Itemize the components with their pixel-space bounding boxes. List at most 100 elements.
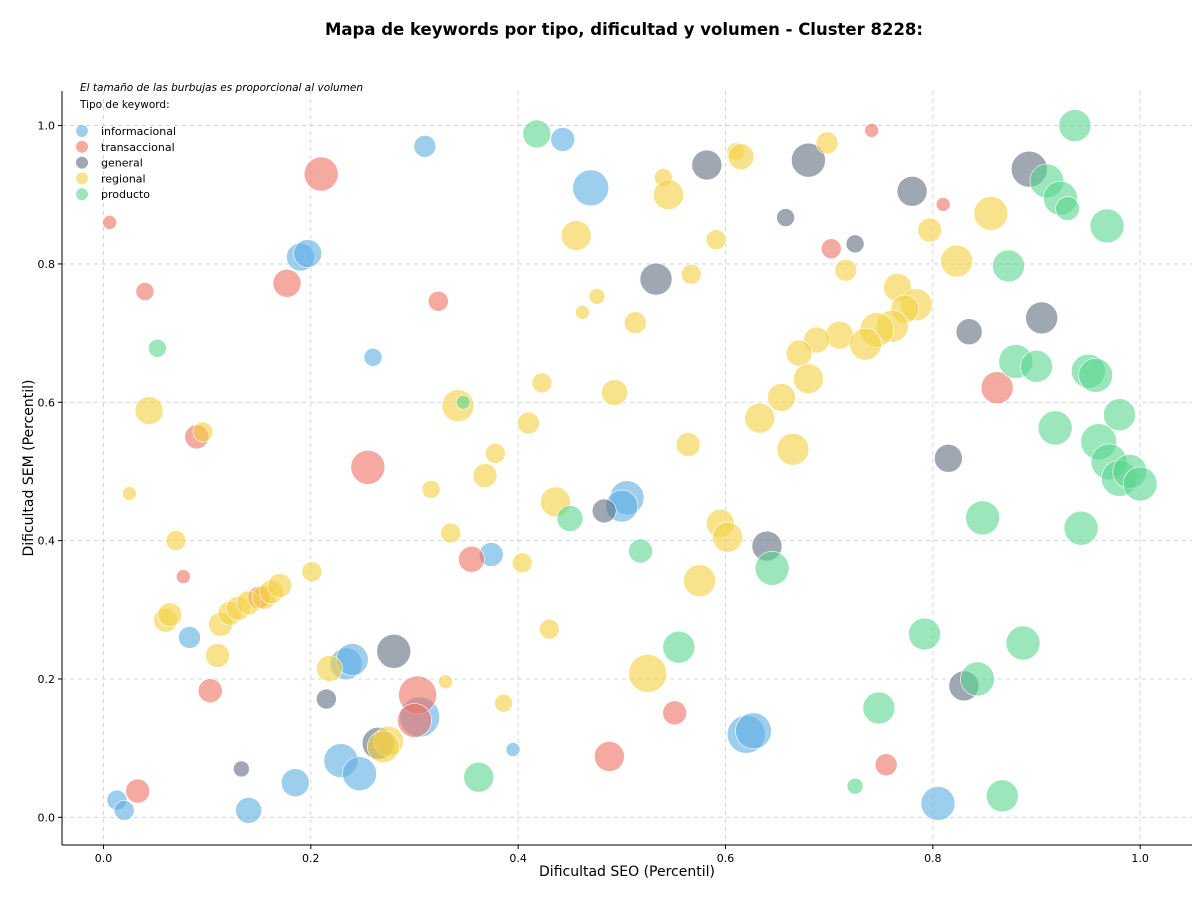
bubble-transaccional — [980, 371, 1014, 405]
bubble-transaccional — [662, 700, 687, 726]
bubble-producto — [1005, 625, 1041, 661]
bubble-general — [934, 444, 963, 473]
bubble-informacional — [342, 756, 377, 792]
x-ticks: 0.0 0.2 0.4 0.6 0.8 1.0 — [95, 845, 1149, 865]
bubble-transaccional — [135, 282, 155, 301]
legend-label: general — [101, 157, 143, 170]
bubble-general — [591, 498, 617, 524]
bubble-informacional — [413, 135, 437, 158]
bubble-regional — [588, 288, 606, 305]
bubble-producto — [148, 339, 167, 358]
bubble-informacional — [178, 626, 201, 649]
bubble-regional — [485, 443, 506, 464]
bubble-regional — [628, 654, 668, 693]
bubble-producto — [522, 119, 552, 149]
bubble-regional — [727, 143, 755, 171]
bubble-general — [316, 688, 337, 710]
bubble-general — [639, 262, 673, 296]
bubble-producto — [1058, 109, 1092, 142]
series-producto — [148, 109, 1158, 813]
legend-title: Tipo de keyword: — [79, 99, 170, 111]
y-tick-label: 0.0 — [38, 811, 56, 824]
bubble-regional — [849, 327, 882, 361]
bubble-transaccional — [874, 753, 898, 777]
legend-marker — [76, 140, 88, 153]
bubble-producto — [1055, 196, 1080, 221]
bubble-informacional — [920, 786, 956, 821]
bubble-producto — [754, 551, 790, 586]
bubble-producto — [862, 691, 896, 725]
bubble-producto — [1122, 466, 1158, 502]
y-tick-label: 0.2 — [38, 673, 56, 686]
bubble-transaccional — [125, 778, 150, 804]
bubble-general — [955, 318, 983, 346]
bubble-regional — [793, 363, 824, 395]
legend-marker — [76, 188, 88, 201]
legend: informacional transaccional general regiona… — [76, 125, 176, 201]
bubble-producto — [846, 777, 864, 795]
bubble-regional — [917, 217, 943, 243]
bubble-general — [691, 149, 723, 181]
bubble-transaccional — [102, 215, 117, 230]
y-tick-label: 0.8 — [38, 258, 56, 271]
bubble-regional — [440, 522, 462, 544]
bubble-regional — [205, 643, 230, 668]
legend-label: regional — [101, 172, 146, 185]
x-tick-label: 0.2 — [302, 852, 320, 865]
axes — [61, 91, 1192, 846]
bubble-producto — [985, 779, 1019, 813]
bubble-regional — [601, 379, 628, 406]
x-tick-label: 1.0 — [1131, 852, 1149, 865]
bubble-producto — [960, 661, 995, 697]
bubble-informacional — [363, 348, 383, 367]
bubble-producto — [1078, 358, 1113, 393]
bubble-regional — [940, 244, 973, 278]
bubble-regional — [192, 421, 214, 443]
series-informacional — [106, 127, 956, 824]
bubble-transaccional — [197, 678, 223, 704]
bubble-regional — [675, 432, 701, 457]
bubble-regional — [834, 258, 858, 282]
bubble-transaccional — [935, 197, 951, 212]
bubble-regional — [438, 674, 453, 690]
bubble-transaccional — [175, 569, 191, 584]
y-tick-label: 1.0 — [38, 120, 56, 133]
bubble-producto — [908, 617, 941, 651]
bubble-transaccional — [594, 741, 625, 772]
bubble-regional — [776, 433, 810, 466]
bubble-producto — [1063, 510, 1099, 546]
x-axis-label: Dificultad SEO (Percentil) — [539, 864, 715, 880]
bubble-transaccional — [397, 703, 432, 738]
bubble-regional — [511, 552, 533, 574]
y-tick-label: 0.6 — [38, 396, 56, 409]
bubble-regional — [316, 655, 343, 682]
bubble-general — [376, 634, 412, 669]
bubble-general — [791, 142, 826, 178]
legend-item-regional: regional — [76, 172, 146, 185]
bubble-producto — [965, 500, 1000, 536]
legend-marker — [76, 125, 88, 137]
legend-label: informacional — [101, 125, 176, 138]
bubble-regional — [267, 573, 293, 598]
bubble-general — [845, 234, 865, 254]
bubble-regional — [531, 372, 553, 394]
bubble-regional — [122, 486, 137, 501]
bubble-transaccional — [458, 546, 485, 573]
bubble-regional — [623, 311, 647, 335]
bubble-general — [776, 208, 795, 227]
y-tick-label: 0.4 — [38, 535, 56, 548]
bubble-transaccional — [428, 290, 449, 312]
bubble-general — [1025, 301, 1058, 335]
bubble-producto — [628, 538, 653, 564]
bubble-transaccional — [303, 156, 339, 192]
legend-item-informacional: informacional — [76, 125, 176, 138]
bubble-producto — [992, 249, 1025, 283]
bubble-regional — [538, 618, 560, 640]
bubble-transaccional — [350, 450, 386, 485]
y-ticks: 0.0 0.2 0.4 0.6 0.8 1.0 — [38, 120, 62, 824]
legend-item-general: general — [76, 156, 143, 170]
x-tick-label: 0.8 — [924, 852, 942, 865]
bubble-informacional — [735, 712, 772, 750]
bubble-regional — [767, 383, 796, 412]
legend-label: transaccional — [101, 141, 175, 154]
